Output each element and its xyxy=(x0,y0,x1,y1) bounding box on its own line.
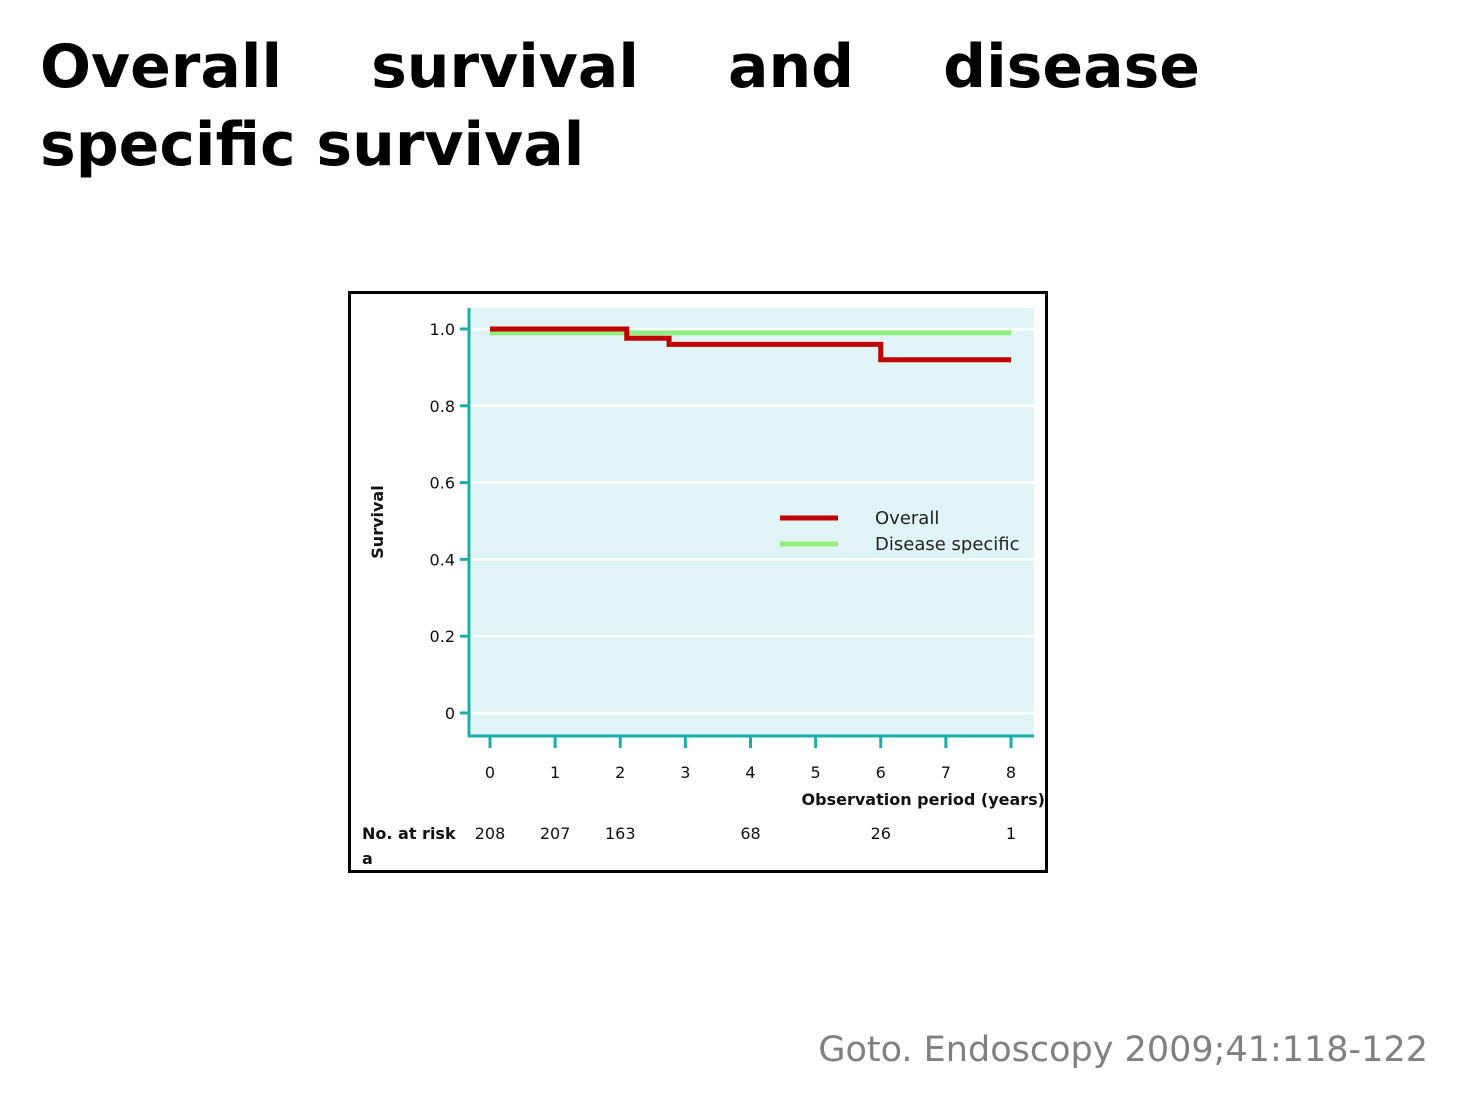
plot-background xyxy=(471,308,1034,736)
risk-table-value: 1 xyxy=(1006,824,1016,843)
risk-table: No. at risk a 208 207 163 68 26 1 xyxy=(362,824,1016,868)
y-axis-title: Survival xyxy=(368,485,387,558)
x-tick-label: 2 xyxy=(615,763,625,782)
x-tick-label: 1 xyxy=(550,763,560,782)
legend-label: Disease specific xyxy=(875,534,1020,555)
risk-table-label: No. at risk xyxy=(362,824,456,843)
risk-table-value: 163 xyxy=(605,824,636,843)
survival-figure: 0 0.2 0.4 0.6 0.8 1.0 0 1 2 3 4 5 6 7 8 Survival Obser… xyxy=(348,291,1048,873)
series-lines xyxy=(490,326,1011,363)
x-tick-label: 4 xyxy=(745,763,755,782)
y-tick-label: 0 xyxy=(445,704,455,723)
y-tick-label: 0.4 xyxy=(430,550,455,569)
legend-label: Overall xyxy=(875,508,939,529)
y-tick-label: 0.8 xyxy=(430,397,455,416)
x-tick-label: 8 xyxy=(1006,763,1016,782)
risk-table-value: 68 xyxy=(740,824,760,843)
y-tick-label: 1.0 xyxy=(430,320,455,339)
x-axis-title: Observation period (years) xyxy=(802,790,1045,809)
risk-table-value: 208 xyxy=(475,824,506,843)
x-tick-label: 6 xyxy=(876,763,886,782)
y-tick-label: 0.2 xyxy=(430,627,455,646)
risk-table-sublabel: a xyxy=(362,849,373,868)
axes xyxy=(460,308,1034,748)
legend: Overall Disease specific xyxy=(780,508,1020,555)
x-tick-label: 5 xyxy=(811,763,821,782)
x-tick-label: 3 xyxy=(680,763,690,782)
y-tick-label: 0.6 xyxy=(430,474,455,493)
survival-chart: 0 0.2 0.4 0.6 0.8 1.0 0 1 2 3 4 5 6 7 8 Survival Obser… xyxy=(362,308,1045,868)
x-tick-label: 0 xyxy=(485,763,495,782)
tick-labels: 0 0.2 0.4 0.6 0.8 1.0 0 1 2 3 4 5 6 7 8 xyxy=(430,320,1017,782)
risk-table-value: 26 xyxy=(871,824,891,843)
risk-table-value: 207 xyxy=(540,824,571,843)
citation: Goto. Endoscopy 2009;41:118-122 xyxy=(818,1030,1428,1070)
x-tick-label: 7 xyxy=(941,763,951,782)
series-line-overall xyxy=(490,326,1011,363)
slide-title: Overall survival and disease specific su… xyxy=(40,32,1200,180)
